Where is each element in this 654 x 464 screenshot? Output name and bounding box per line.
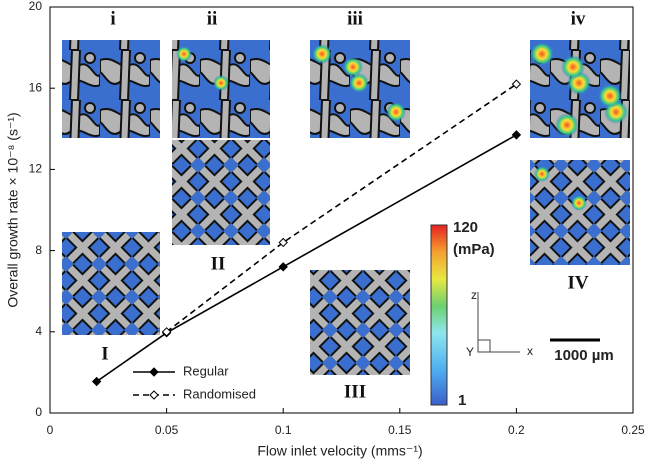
y-tick-label: 4 <box>35 324 42 338</box>
inset-label: II <box>211 253 226 274</box>
inset-hotspot <box>530 42 554 66</box>
colorbar <box>430 224 448 406</box>
x-tick-label: 0 <box>47 423 54 437</box>
legend-marker <box>149 390 159 400</box>
marker <box>91 376 102 387</box>
y-tick-label: 8 <box>35 243 42 257</box>
series-line <box>96 134 517 383</box>
triad-label: Y <box>466 345 474 359</box>
marker <box>511 130 522 140</box>
inset-hotspot <box>555 113 579 137</box>
inset-hotspot <box>386 102 406 122</box>
inset-hotspot <box>312 44 332 64</box>
triad-label: x <box>527 344 533 358</box>
inset-label: I <box>101 343 108 364</box>
x-axis-label: Flow inlet velocity (mms⁻¹) <box>257 443 422 459</box>
inset-label: iii <box>347 8 363 29</box>
inset-hotspot <box>571 195 587 211</box>
inset-image <box>62 40 160 138</box>
inset-label: IV <box>567 272 588 293</box>
y-tick-label: 20 <box>29 0 43 13</box>
colorbar-unit: (mPa) <box>453 241 495 258</box>
inset-hotspot <box>176 46 192 62</box>
inset-label: III <box>344 381 366 402</box>
x-tick-label: 0.05 <box>155 423 179 437</box>
inset-hotspot <box>561 55 585 79</box>
marker <box>278 237 288 248</box>
series-line <box>166 83 517 333</box>
legend-marker <box>149 367 159 377</box>
axis-triad <box>477 292 520 353</box>
y-tick-label: 0 <box>35 405 42 419</box>
colorbar-max: 120 <box>453 219 478 236</box>
inset-hotspot <box>598 84 622 108</box>
x-tick-label: 0.25 <box>621 423 645 437</box>
plot-frame <box>49 6 634 414</box>
inset-hotspot <box>213 75 229 91</box>
inset-hotspot <box>349 73 369 93</box>
x-tick-label: 0.2 <box>508 423 525 437</box>
inset-hotspot <box>534 166 550 182</box>
inset-label: i <box>110 8 115 29</box>
inset-image <box>172 140 270 245</box>
y-tick-label: 16 <box>29 80 43 94</box>
marker <box>161 327 172 337</box>
colorbar-min: 1 <box>458 392 466 409</box>
y-tick-label: 12 <box>29 162 43 176</box>
insets <box>62 40 630 375</box>
marker <box>278 262 288 272</box>
x-tick-label: 0.15 <box>388 423 412 437</box>
legend-label: Regular <box>183 363 229 378</box>
legend-label: Randomised <box>183 386 256 401</box>
inset-label: iv <box>571 8 586 29</box>
inset-image <box>310 270 410 375</box>
inset-label: ii <box>207 8 218 29</box>
y-axis-label: Overall growth rate × 10⁻⁸ (s⁻¹) <box>5 112 21 307</box>
x-tick-label: 0.1 <box>275 423 292 437</box>
marker <box>511 79 522 89</box>
scale-bar-label: 1000 µm <box>554 347 614 364</box>
inset-hotspot <box>343 57 363 77</box>
triad-label: z <box>471 288 477 302</box>
inset-image <box>62 232 160 335</box>
